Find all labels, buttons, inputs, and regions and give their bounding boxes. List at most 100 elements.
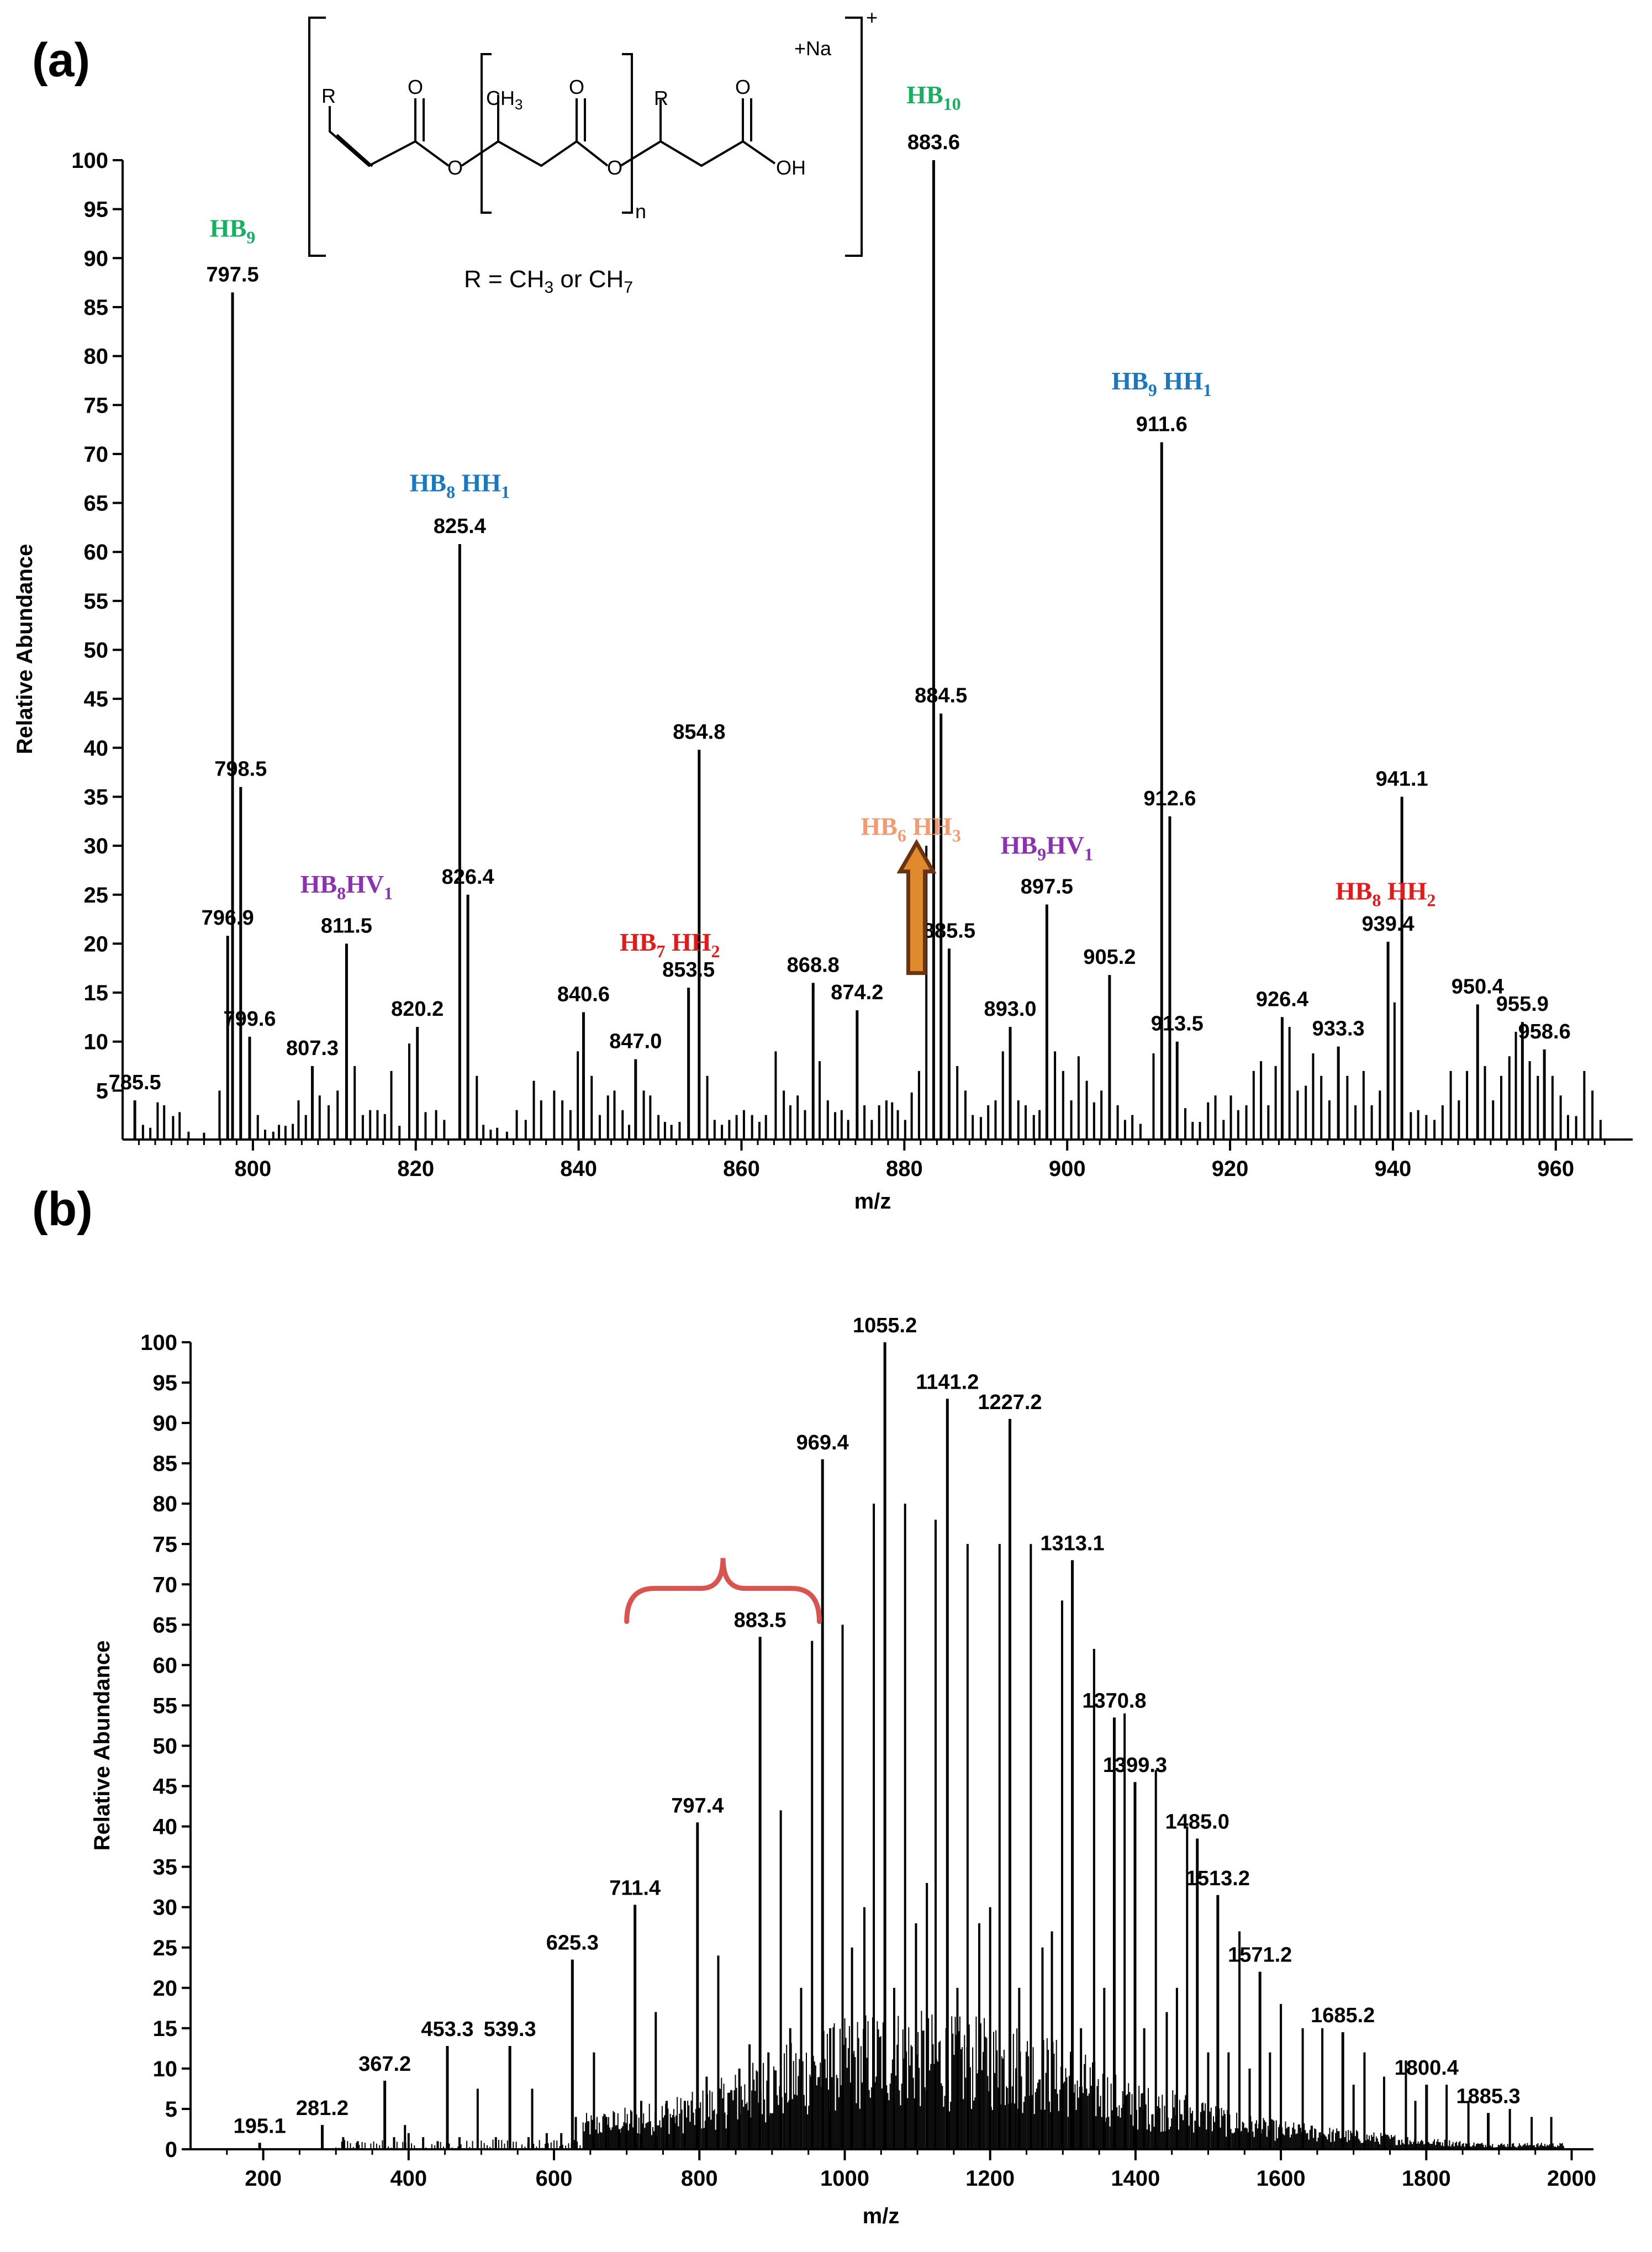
peak-label-a: 911.6 [1136,413,1187,436]
y-tick-label-b: 80 [153,1492,178,1516]
y-axis-title-b: Relative Abundance [90,1641,114,1851]
y-tick-label-b: 25 [153,1936,178,1960]
x-minor-ticks-b [226,2149,1537,2155]
x-axis-title-b: m/z [863,2204,900,2228]
y-tick-label-a: 80 [84,345,109,369]
y-tick-label-a: 75 [84,393,109,418]
repeat-unit-left-bracket [481,53,492,214]
orange-arrow [896,838,937,975]
structure-ch3-label: CH3 [486,87,522,113]
x-minor-ticks-a [138,1140,1606,1145]
structure-bonds [329,95,776,167]
x-tick-label-b: 1000 [820,2166,869,2191]
peak-label-b: 1313.1 [1040,1532,1104,1555]
x-tick-label-a: 900 [1049,1157,1086,1181]
peak-label-b: 711.4 [609,1876,661,1900]
ion-annotation: HB10 [906,81,960,114]
peak-label-a: 868.8 [787,953,840,977]
y-tick-label-a: 35 [84,785,109,809]
peak-label-a: 796.9 [202,906,254,930]
peak-label-b: 1885.3 [1456,2085,1520,2108]
peak-label-b: 539.3 [484,2018,536,2041]
spectrum-panel-a: 5 10 15 20 25 30 35 40 45 50 55 60 65 70 75 80 85 90 95 100… [13,81,1633,1214]
y-tick-label-a: 50 [84,639,109,663]
repeat-unit-right-bracket [622,53,633,214]
peak-label-b: 969.4 [796,1431,849,1454]
y-tick-label-a: 90 [84,246,109,271]
ion-annotation: HB9 HH1 [1111,367,1212,400]
y-tick-label-b: 70 [153,1573,178,1597]
structure-r-label-1: R [321,85,336,107]
peak-label-b: 1800.4 [1395,2056,1459,2080]
x-tick-label-b: 1800 [1402,2166,1451,2191]
structure-sodium-label: +Na [794,37,832,60]
x-tick-label-b: 2000 [1547,2166,1596,2191]
panel-label-a: (a) [32,34,90,87]
peak-label-a: 883.6 [907,131,960,154]
peak-label-b: 195.1 [234,2114,286,2138]
y-tick-label-a: 20 [84,932,109,956]
peak-label-a: 799.6 [223,1008,276,1031]
y-tick-label-b: 10 [153,2057,178,2081]
peak-label-a: 958.6 [1518,1020,1571,1043]
structure-repeat-n: n [635,200,646,223]
peak-label-b: 1141.2 [916,1370,979,1394]
peak-label-a: 884.5 [915,684,967,708]
y-tick-label-b: 90 [153,1411,178,1436]
y-tick-label-b: 65 [153,1613,178,1637]
peak-label-a: 798.5 [214,758,267,781]
peak-label-b: 883.5 [734,1608,787,1632]
x-axis-title-a: m/z [854,1189,891,1214]
peak-label-a: 825.4 [434,515,486,538]
arrow-up-icon [896,838,937,975]
peak-label-b: 1227.2 [978,1391,1042,1414]
peak-label-a: 897.5 [1021,875,1073,898]
peak-label-a: 913.5 [1151,1012,1204,1036]
y-tick-label-b: 5 [165,2097,177,2122]
peak-label-a: 807.3 [286,1037,339,1060]
y-tick-label-a: 95 [84,198,109,222]
y-tick-label-a: 45 [84,687,109,711]
y-tick-label-b: 20 [153,1976,178,2001]
x-tick-label-b: 400 [390,2166,427,2191]
structure-carbonyl-o-1: O [408,76,423,98]
peak-label-b: 281.2 [296,2097,349,2120]
x-tick-label-a: 940 [1375,1157,1412,1181]
y-tick-label-a: 10 [84,1030,109,1054]
peak-label-b: 1399.3 [1103,1754,1167,1777]
y-tick-label-a: 5 [96,1079,108,1103]
x-tick-label-a: 820 [397,1157,434,1181]
y-tick-label-b: 60 [153,1653,178,1678]
peak-label-b: 797.4 [671,1794,724,1817]
y-tick-label-a: 100 [71,149,108,173]
structure-double-bonds [336,98,752,167]
ion-annotation: HB8 HH2 [1336,877,1436,910]
peak-labels-a: 785.5 796.9 797.5 798.5 799.6 807.3 811.5 820.2… [109,131,1571,1094]
ion-annotation: HB9 [210,214,255,247]
structure-caption: R = CH3 or CH7 [464,266,633,297]
peak-label-a: 874.2 [831,981,883,1004]
y-tick-label-a: 30 [84,834,109,858]
x-ticks-b: 200 400 600 800 1000 1200 1400 1600 1800 2000 [245,2149,1596,2191]
peak-label-a: 933.3 [1312,1017,1365,1041]
y-tick-label-a: 40 [84,736,109,761]
x-tick-label-a: 800 [235,1157,272,1181]
panel-label-b: (b) [32,1183,93,1236]
y-tick-label-a: 60 [84,540,109,565]
peak-label-b: 1485.0 [1165,1811,1229,1834]
x-tick-label-b: 1200 [965,2166,1015,2191]
y-ticks-b: 0 5 10 15 20 25 30 35 40 45 50 55 60 65 70 75 80 85 90 95 10… [140,1331,191,2162]
annotations-a: HB9 HB10 HB8 HH1 HB9 HH1 HB8HV1 HB9HV1 HB7 HH2… [210,81,1436,961]
y-tick-label-b: 40 [153,1815,178,1839]
structure-charge: + [866,6,878,29]
peak-label-a: 854.8 [673,720,725,743]
structure-oh-label: OH [776,156,806,179]
x-tick-label-b: 600 [536,2166,573,2191]
y-tick-label-a: 65 [84,492,109,516]
y-tick-label-b: 50 [153,1734,178,1759]
peak-label-a: 939.4 [1362,913,1415,936]
y-tick-label-b: 45 [153,1775,178,1799]
ion-annotation: HB8HV1 [300,870,393,903]
peak-label-b: 1571.2 [1228,1944,1292,1967]
peak-label-a: 840.6 [557,983,610,1006]
